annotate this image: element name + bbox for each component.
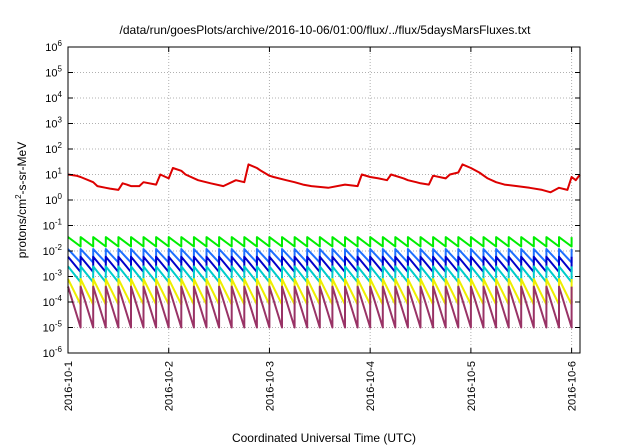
y-tick-base: 10 xyxy=(43,272,55,284)
y-axis-label-prefix: protons/cm xyxy=(15,199,29,258)
series-line-2 xyxy=(67,236,573,248)
series-line-7 xyxy=(67,285,573,329)
y-tick-exp: -6 xyxy=(55,345,63,354)
y-tick-label: 10-5 xyxy=(43,320,63,335)
y-tick-base: 10 xyxy=(45,42,57,54)
y-tick-base: 10 xyxy=(45,93,57,105)
x-tick-label: 2016-10-3 xyxy=(264,361,276,411)
y-tick-label: 10-6 xyxy=(43,345,63,360)
y-tick-exp: 0 xyxy=(58,192,63,201)
y-tick-base: 10 xyxy=(43,246,55,258)
y-tick-exp: 4 xyxy=(58,90,63,99)
y-tick-label: 103 xyxy=(45,116,62,131)
y-tick-base: 10 xyxy=(43,348,55,360)
y-axis: 10610510410310210110010-110-210-310-410-… xyxy=(43,39,580,360)
x-axis: 2016-10-1 2016-10-2 2016-10-3 2016-10-4 2016… xyxy=(63,47,579,411)
chart-title: /data/run/goesPlots/archive/2016-10-06/0… xyxy=(120,23,532,37)
x-tick-label: 2016-10-6 xyxy=(567,361,579,411)
y-tick-label: 10-3 xyxy=(43,269,63,284)
y-tick-exp: 3 xyxy=(58,116,63,125)
series-line-1 xyxy=(67,163,581,194)
y-tick-label: 10-1 xyxy=(43,218,63,233)
y-tick-base: 10 xyxy=(45,119,57,131)
y-tick-exp: -5 xyxy=(55,320,63,329)
x-tick-label: 2016-10-2 xyxy=(164,361,176,411)
y-tick-exp: -1 xyxy=(55,218,63,227)
y-tick-base: 10 xyxy=(45,68,57,80)
y-tick-exp: 2 xyxy=(58,141,63,150)
y-tick-label: 102 xyxy=(45,141,62,156)
y-tick-label: 104 xyxy=(45,90,62,105)
y-tick-label: 10-4 xyxy=(43,294,63,309)
y-tick-label: 100 xyxy=(45,192,62,207)
y-tick-base: 10 xyxy=(45,170,57,182)
y-tick-base: 10 xyxy=(43,297,55,309)
y-tick-label: 105 xyxy=(45,65,62,80)
x-tick-label: 2016-10-1 xyxy=(63,361,75,411)
y-tick-exp: -2 xyxy=(55,243,63,252)
y-tick-exp: 5 xyxy=(58,65,63,74)
y-tick-exp: -3 xyxy=(55,269,63,278)
x-tick-label: 2016-10-5 xyxy=(466,361,478,411)
x-axis-label: Coordinated Universal Time (UTC) xyxy=(232,431,416,445)
y-tick-label: 10-2 xyxy=(43,243,63,258)
y-tick-base: 10 xyxy=(43,221,55,233)
y-axis-label: protons/cm2-s-sr-MeV xyxy=(14,142,29,258)
y-tick-base: 10 xyxy=(45,144,57,156)
y-tick-label: 106 xyxy=(45,39,62,54)
y-axis-label-sup: 2 xyxy=(14,194,23,199)
x-tick-label: 2016-10-4 xyxy=(365,361,377,411)
y-tick-label: 101 xyxy=(45,167,62,182)
series-line-5 xyxy=(67,265,573,284)
y-tick-base: 10 xyxy=(43,323,55,335)
y-tick-exp: 1 xyxy=(58,167,63,176)
y-tick-exp: 6 xyxy=(58,39,63,48)
y-axis-label-suffix: -s-sr-MeV xyxy=(15,142,29,195)
series-lines xyxy=(67,163,581,329)
y-tick-exp: -4 xyxy=(55,294,63,303)
y-tick-base: 10 xyxy=(45,195,57,207)
